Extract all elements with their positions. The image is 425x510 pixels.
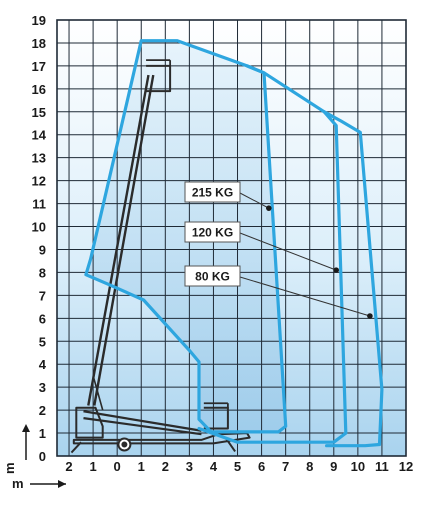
y-tick-label: 10	[32, 220, 46, 235]
y-tick-label: 19	[32, 13, 46, 28]
x-tick-label: 9	[330, 459, 337, 474]
y-axis-unit-label: m	[2, 462, 17, 474]
load-label: 120 KG	[192, 226, 233, 240]
y-tick-label: 7	[39, 288, 46, 303]
x-tick-label: 3	[186, 459, 193, 474]
machine-part	[83, 417, 202, 436]
load-label: 215 KG	[192, 186, 233, 200]
plot-frame	[56, 19, 407, 457]
y-axis-name: m	[2, 424, 30, 474]
y-tick-label: 8	[39, 265, 46, 280]
x-tick-label: 10	[351, 459, 365, 474]
raised-basket	[146, 64, 172, 93]
x-axis-unit-label: m	[12, 476, 24, 491]
machine-part	[92, 375, 104, 411]
y-tick-label: 6	[39, 311, 46, 326]
leader-line	[239, 276, 371, 317]
y-tick-label: 17	[32, 59, 46, 74]
x-tick-label: 7	[282, 459, 289, 474]
x-tick-label: 11	[375, 459, 389, 474]
x-tick-label: 0	[114, 459, 121, 474]
y-tick-label: 15	[32, 105, 46, 120]
machine-chassis	[72, 432, 251, 445]
y-tick-label: 13	[32, 151, 46, 166]
x-tick-label: 2	[65, 459, 72, 474]
y-tick-label: 3	[39, 380, 46, 395]
load-label: 80 KG	[195, 270, 230, 284]
machine-part	[87, 74, 150, 406]
x-axis-ticks: 2 1 0 1 2 3 4 5 6 7 8 9 10 11 12	[65, 459, 413, 474]
y-tick-label: 11	[32, 197, 46, 212]
lift-machine	[70, 59, 251, 454]
y-tick-label: 12	[32, 174, 46, 189]
x-tick-label: 5	[234, 459, 241, 474]
y-tick-label: 9	[39, 242, 46, 257]
x-tick-label: 12	[399, 459, 413, 474]
load-label-box	[184, 221, 241, 243]
y-tick-label: 4	[39, 357, 47, 372]
envelope-line	[322, 110, 384, 448]
folded-basket	[203, 406, 229, 430]
y-tick-label: 1	[39, 426, 46, 441]
load-labels: 215 KG 120 KG 80 KG	[184, 181, 241, 287]
machine-turret	[75, 406, 104, 439]
machine-part	[70, 441, 82, 454]
work-envelopes	[84, 39, 384, 448]
machine-hub	[121, 441, 128, 448]
load-leader-lines	[239, 192, 373, 319]
envelope-line	[197, 64, 348, 444]
x-tick-label: 6	[258, 459, 265, 474]
x-tick-label: 2	[162, 459, 169, 474]
load-label-box	[184, 265, 241, 287]
load-label-box	[184, 181, 241, 203]
y-tick-label: 18	[32, 36, 46, 51]
leader-line	[239, 232, 337, 271]
x-tick-label: 4	[210, 459, 218, 474]
x-tick-label: 1	[89, 459, 96, 474]
x-tick-label: 1	[138, 459, 145, 474]
load-point	[333, 267, 340, 273]
y-tick-label: 5	[39, 334, 46, 349]
x-axis-name: m	[12, 476, 66, 491]
y-tick-label: 0	[39, 449, 46, 464]
y-tick-label: 14	[32, 128, 47, 143]
x-tick-label: 8	[306, 459, 313, 474]
y-tick-label: 2	[39, 403, 46, 418]
envelope-line	[84, 39, 288, 434]
leader-line	[239, 192, 270, 209]
machine-part	[93, 74, 155, 406]
y-tick-label: 16	[32, 82, 46, 97]
load-point	[266, 205, 272, 211]
load-point	[367, 313, 373, 319]
machine-part	[83, 410, 202, 432]
